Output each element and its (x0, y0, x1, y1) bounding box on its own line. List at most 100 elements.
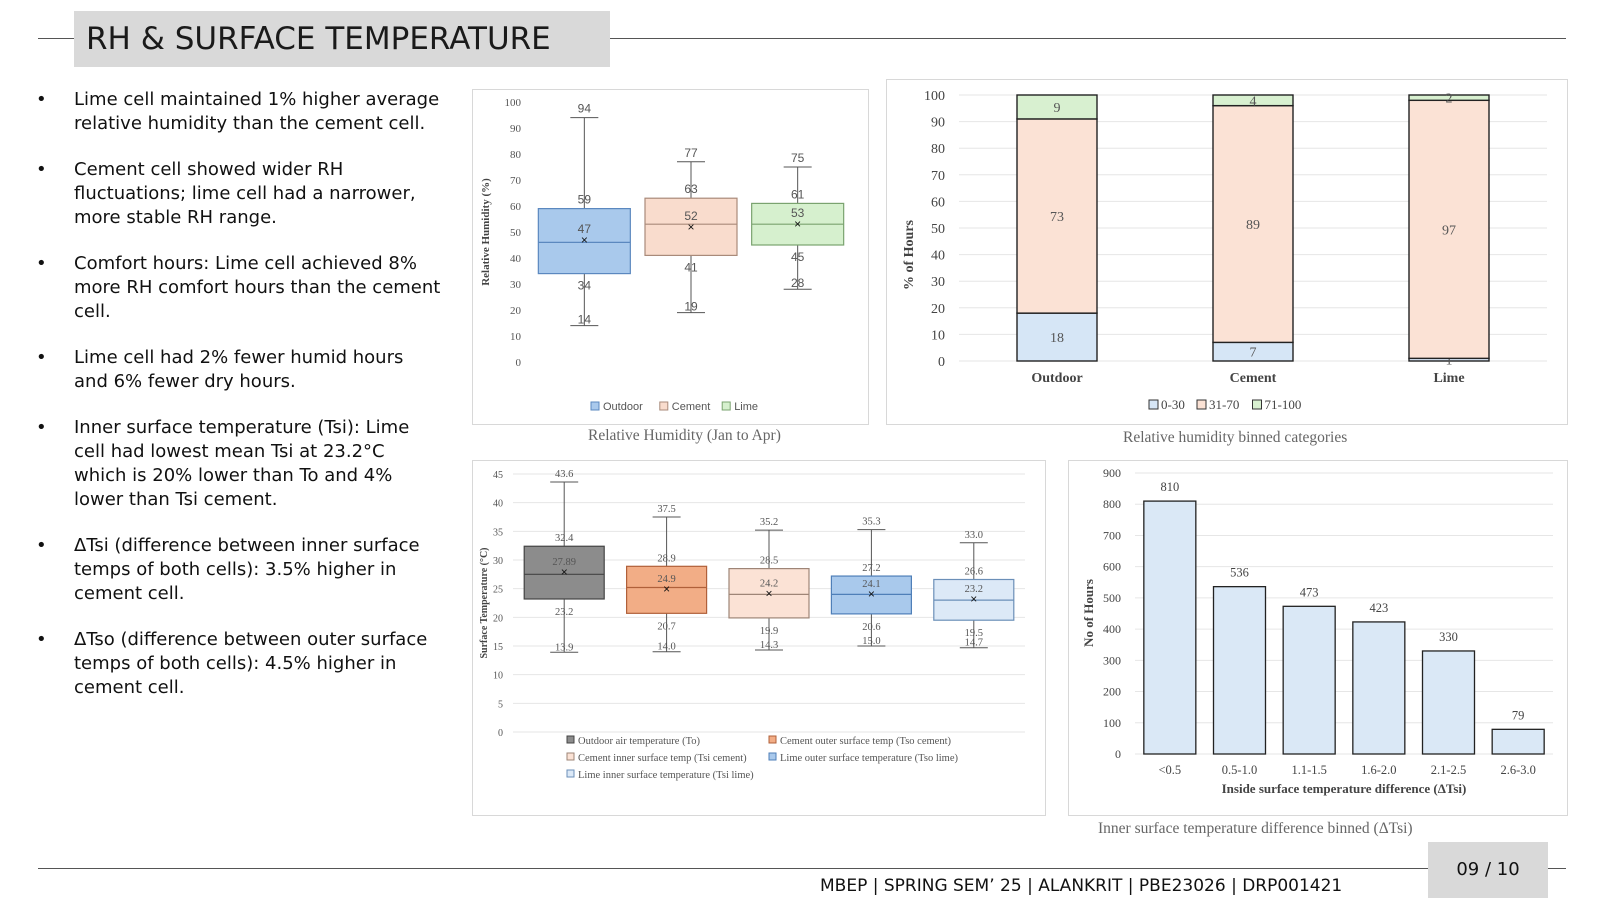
mean-marker: × (581, 233, 588, 247)
data-label: 14.0 (657, 642, 675, 653)
finding-text: Inner surface temperature (Tsi): Lime ce… (74, 417, 410, 510)
data-label: 23.2 (555, 607, 573, 618)
bullet-dot: • (36, 347, 47, 368)
data-label: 473 (1300, 585, 1319, 599)
mean-marker: × (765, 586, 772, 600)
data-label: 59 (578, 193, 592, 207)
finding-item: • ΔTsi (difference between inner surface … (36, 534, 441, 606)
finding-item: • ΔTso (difference between outer surface … (36, 628, 441, 700)
data-label: 23.2 (965, 584, 983, 595)
mean-marker: × (970, 592, 977, 606)
page-title: RH & SURFACE TEMPERATURE (74, 11, 610, 67)
mean-marker: × (663, 582, 670, 596)
data-label: 52 (684, 209, 698, 223)
y-axis-label: Relative Humidity (%) (480, 178, 492, 286)
footer-rule (38, 868, 1566, 869)
y-tick-label: 20 (931, 302, 945, 317)
legend-label: Lime outer surface temperature (Tso lime… (780, 753, 958, 764)
data-label: 33.0 (965, 530, 983, 541)
y-tick-label: 800 (1103, 497, 1121, 511)
data-label: 24.2 (760, 578, 778, 589)
bar (1491, 728, 1545, 755)
y-tick-label: 50 (510, 227, 522, 239)
dtsi-chart: 0 100 200 300 400 500 600 700 800 900 No of Hours 8… (1068, 460, 1568, 816)
bullet-dot: • (36, 159, 47, 180)
stacked-bar-segment (1212, 94, 1294, 107)
bar (1282, 605, 1336, 755)
y-tick-label: 400 (1103, 622, 1121, 636)
data-label: 20.6 (862, 622, 880, 633)
bullet-dot: • (36, 89, 47, 110)
legend-label: Outdoor (603, 401, 643, 413)
findings-list: • Lime cell maintained 1% higher average … (36, 88, 441, 722)
stacked-bar-segment (1408, 99, 1490, 360)
y-tick-label: 5 (498, 699, 503, 710)
data-label: 47 (578, 222, 592, 236)
x-tick-label: Outdoor (1031, 371, 1082, 386)
y-tick-label: 80 (510, 149, 522, 161)
data-label: 27.89 (552, 557, 576, 568)
x-tick-label: <0.5 (1158, 763, 1181, 777)
legend-swatch (1196, 399, 1207, 410)
data-label: 94 (578, 102, 592, 116)
finding-item: • Comfort hours: Lime cell achieved 8% mo… (36, 252, 441, 324)
y-tick-label: 60 (510, 201, 522, 213)
mean-marker: × (868, 587, 875, 601)
y-tick-label: 200 (1103, 685, 1121, 699)
data-label: 19.9 (760, 626, 778, 637)
finding-item: • Cement cell showed wider RH fluctuation… (36, 158, 441, 230)
y-tick-label: 300 (1103, 653, 1121, 667)
y-tick-label: 35 (493, 527, 503, 538)
legend-swatch (566, 735, 575, 744)
rh-box-caption: Relative Humidity (Jan to Apr) (588, 427, 781, 444)
stacked-bar-segment (1016, 94, 1098, 120)
data-label: 423 (1369, 601, 1388, 615)
y-tick-label: 70 (931, 169, 945, 184)
finding-text: Cement cell showed wider RH fluctuations… (74, 159, 416, 228)
y-tick-label: 10 (510, 331, 522, 343)
legend-swatch (768, 752, 777, 761)
data-label: 28.5 (760, 556, 778, 567)
x-axis-label: Inside surface temperature difference (Δ… (1222, 781, 1467, 796)
finding-item: • Lime cell had 2% fewer humid hours and … (36, 346, 441, 394)
bar (1143, 500, 1197, 755)
legend-swatch (566, 769, 575, 778)
data-label: 63 (684, 182, 698, 196)
data-label: 14 (578, 313, 592, 327)
y-tick-label: 10 (931, 328, 945, 343)
mean-marker: × (687, 220, 694, 234)
legend-label: Lime (734, 401, 758, 413)
data-label: 89 (1246, 218, 1260, 233)
stacked-bar-segment (1016, 312, 1098, 362)
bar (1212, 585, 1267, 755)
bullet-dot: • (36, 535, 47, 556)
finding-text: ΔTsi (difference between inner surface t… (74, 535, 420, 604)
y-axis-label: Surface Temperature (°C) (479, 547, 490, 658)
data-label: 32.4 (555, 533, 574, 544)
data-label: 14.7 (965, 638, 983, 649)
legend-label: Lime inner surface temperature (Tsi lime… (578, 770, 754, 781)
data-label: 15.0 (862, 636, 880, 647)
legend-swatch (768, 735, 777, 744)
y-tick-label: 30 (510, 279, 522, 291)
data-label: 79 (1512, 708, 1525, 722)
stacked-bar-segment (1016, 118, 1098, 314)
data-label: 61 (791, 187, 805, 201)
x-tick-label: Lime (1433, 371, 1464, 386)
legend-label: Cement inner surface temp (Tsi cement) (578, 753, 747, 764)
data-label: 24.9 (657, 574, 675, 585)
box (626, 565, 708, 614)
data-label: 14.3 (760, 640, 778, 651)
rh-binned-chart: 0 10 20 30 40 50 60 70 80 90 100 % of Hours 18 73 9 Out… (886, 79, 1568, 425)
data-label: 810 (1160, 480, 1179, 494)
data-label: 43.6 (555, 469, 573, 480)
data-label: 35.2 (760, 517, 778, 528)
legend-swatch (659, 401, 669, 411)
y-tick-label: 30 (931, 275, 945, 290)
y-tick-label: 70 (510, 175, 522, 187)
dtsi-caption: Inner surface temperature difference bin… (1098, 820, 1413, 837)
footer-info: MBEP | SPRING SEM’ 25 | ALANKRIT | PBE23… (820, 876, 1343, 896)
finding-text: Comfort hours: Lime cell achieved 8% mor… (74, 253, 441, 322)
data-label: 19.5 (965, 628, 983, 639)
finding-item: • Lime cell maintained 1% higher average … (36, 88, 441, 136)
